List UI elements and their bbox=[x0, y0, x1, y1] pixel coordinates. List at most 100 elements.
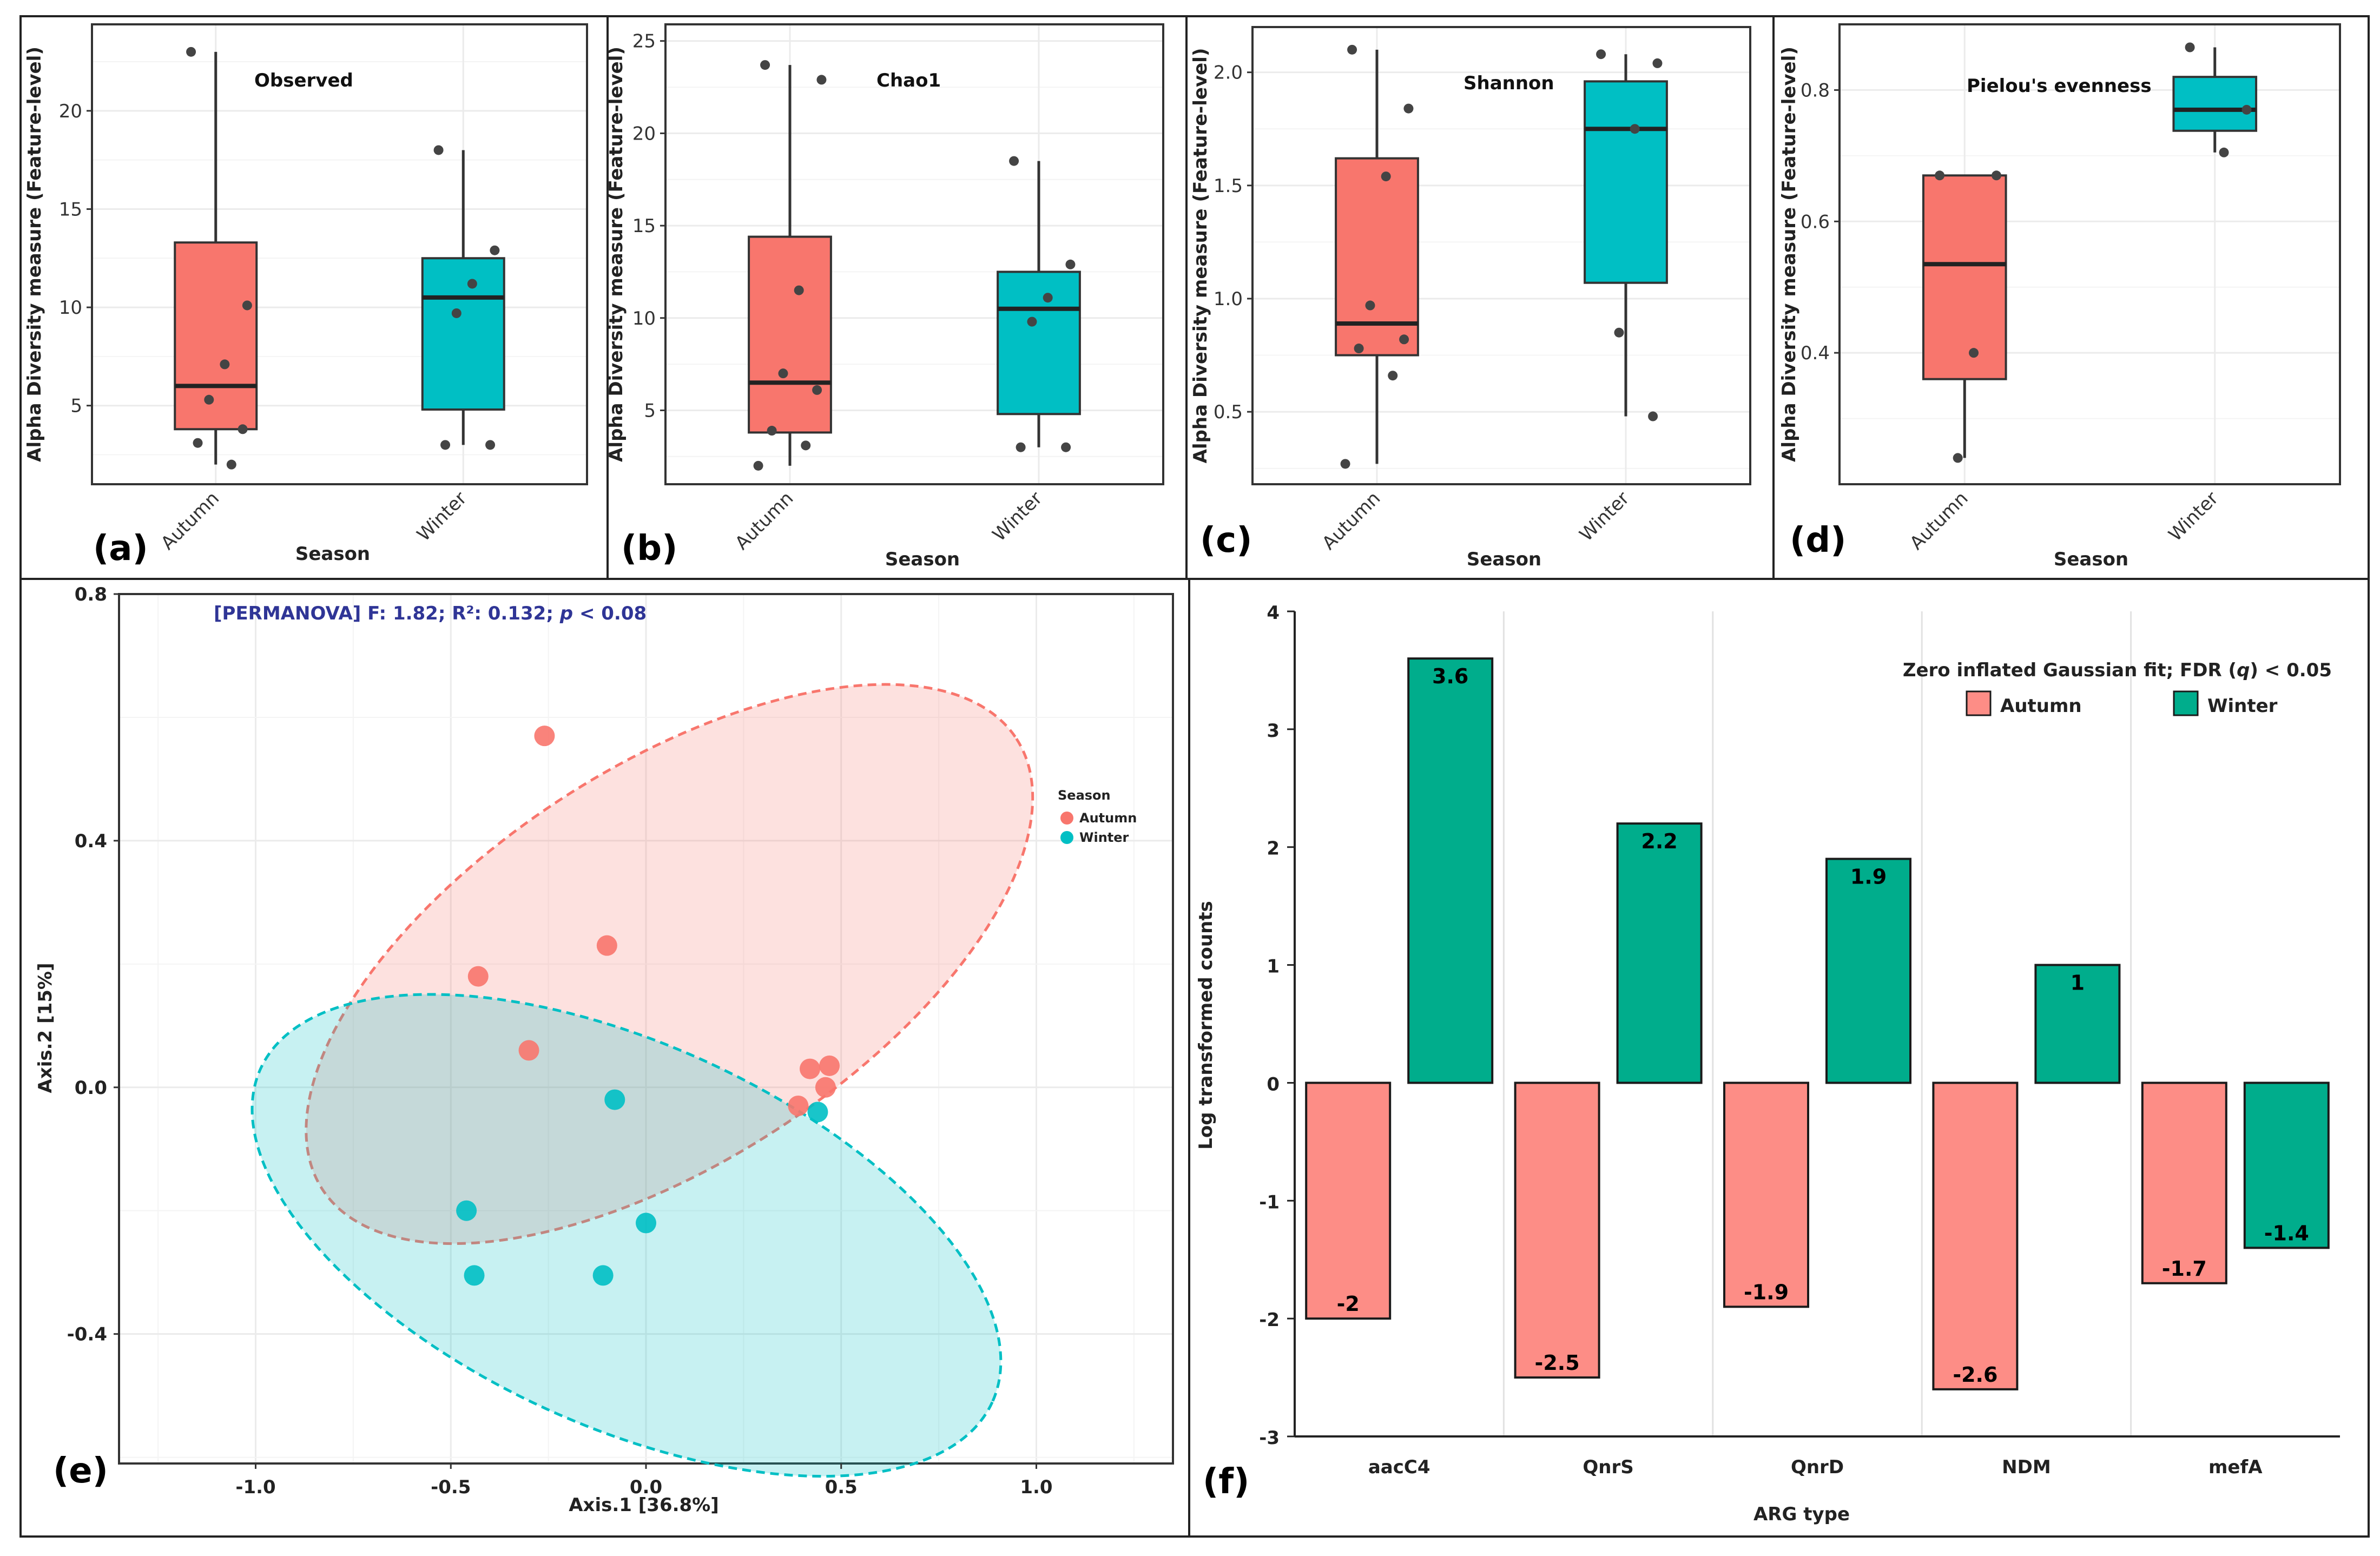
y-axis-title: Alpha Diversity measure (Feature-level) bbox=[605, 47, 627, 462]
bar-winter-aacc4 bbox=[1407, 657, 1494, 1084]
bar-autumn-aacc4 bbox=[1305, 1082, 1392, 1320]
data-point bbox=[1388, 371, 1398, 381]
panel-label-b: (b) bbox=[621, 529, 677, 569]
data-point bbox=[1016, 442, 1026, 452]
plot-border bbox=[1251, 26, 1751, 485]
data-point bbox=[467, 279, 477, 289]
data-point bbox=[1652, 58, 1663, 68]
data-point bbox=[1935, 170, 1945, 181]
x-tick-label: mefA bbox=[2208, 1456, 2263, 1478]
data-point bbox=[794, 285, 804, 295]
y-tick-label: 5 bbox=[644, 400, 656, 421]
y-axis-title: Alpha Diversity measure (Feature-level) bbox=[24, 47, 45, 462]
box-winter bbox=[997, 271, 1081, 416]
data-point bbox=[1347, 44, 1357, 55]
y-tick-label: -0.4 bbox=[67, 1324, 107, 1346]
data-label: 2.2 bbox=[1641, 829, 1677, 853]
y-tick-label: 5 bbox=[70, 395, 82, 417]
panel-title: Pielou's evenness bbox=[1967, 75, 2152, 97]
data-label: -2.5 bbox=[1535, 1351, 1580, 1375]
confidence-ellipse-winter bbox=[250, 993, 1003, 1478]
bar-winter-ndm bbox=[2034, 964, 2121, 1084]
data-point bbox=[778, 368, 788, 379]
bar-autumn-mefa bbox=[2141, 1082, 2227, 1284]
y-axis-title: Axis.2 [15%] bbox=[35, 962, 56, 1093]
data-label: -2 bbox=[1337, 1292, 1360, 1316]
y-tick-label: 0.4 bbox=[75, 830, 107, 852]
box-autumn bbox=[748, 235, 832, 434]
plot-area bbox=[1252, 27, 1750, 484]
plot-border bbox=[91, 23, 588, 485]
plot-area bbox=[665, 24, 1163, 484]
panel-title: Chao1 bbox=[876, 70, 941, 91]
y-tick-label: 1 bbox=[1267, 956, 1280, 978]
legend-label-winter: Winter bbox=[2207, 695, 2278, 717]
confidence-ellipse-autumn bbox=[305, 683, 1034, 1245]
box-autumn bbox=[174, 241, 258, 431]
legend-title: Season bbox=[1058, 788, 1111, 803]
plot-area bbox=[92, 24, 587, 484]
data-label: 3.6 bbox=[1432, 664, 1468, 688]
data-point bbox=[193, 438, 203, 448]
y-tick-label: 0.6 bbox=[1801, 211, 1830, 233]
data-point bbox=[1648, 411, 1658, 421]
y-axis-title: Log transformed counts bbox=[1195, 901, 1217, 1150]
data-point bbox=[433, 145, 444, 155]
point-winter bbox=[592, 1265, 614, 1286]
x-axis-title: Season bbox=[1467, 549, 1541, 570]
x-tick-label: -0.5 bbox=[431, 1476, 471, 1498]
point-autumn bbox=[596, 935, 617, 956]
point-autumn bbox=[819, 1055, 840, 1076]
data-point bbox=[451, 308, 462, 318]
point-autumn bbox=[534, 726, 555, 747]
data-point bbox=[1381, 172, 1391, 182]
data-point bbox=[2185, 42, 2195, 52]
legend-key-autumn bbox=[1966, 690, 1992, 716]
x-tick-label: 0.0 bbox=[630, 1476, 662, 1498]
box-autumn bbox=[1922, 174, 2007, 380]
y-tick-label: 0 bbox=[1267, 1073, 1280, 1095]
data-point bbox=[1061, 442, 1071, 452]
fit-annotation: Zero inflated Gaussian fit; FDR (q) < 0.… bbox=[1903, 660, 2332, 681]
y-tick-label: 1.5 bbox=[1214, 175, 1243, 197]
data-point bbox=[812, 385, 822, 395]
x-tick-label: QnrS bbox=[1583, 1456, 1633, 1478]
y-tick-label: 10 bbox=[59, 297, 82, 319]
point-winter bbox=[456, 1200, 477, 1221]
y-tick-label: 0.4 bbox=[1801, 342, 1830, 364]
data-point bbox=[186, 47, 196, 57]
panel-e-pcoa: -1.0 -0.5 0.0 0.5 1.0 -0.4 0.0 0.4 0.8 Axis.1 [36… bbox=[35, 584, 1174, 1516]
y-tick-label: 0.8 bbox=[1801, 80, 1830, 101]
panel-title: Shannon bbox=[1463, 72, 1554, 94]
point-winter bbox=[636, 1212, 656, 1234]
point-winter bbox=[464, 1265, 485, 1286]
plot-border bbox=[664, 23, 1164, 485]
data-point bbox=[1992, 170, 2002, 181]
panel-f-frame bbox=[1188, 578, 2370, 1538]
y-tick-label: -3 bbox=[1259, 1427, 1280, 1449]
legend-label-autumn: Autumn bbox=[1079, 810, 1137, 826]
data-point bbox=[1630, 124, 1640, 134]
bar-autumn-qnrd bbox=[1723, 1082, 1809, 1308]
panel-label-a: (a) bbox=[93, 529, 148, 569]
bar-winter-qnrs bbox=[1616, 822, 1703, 1084]
data-point bbox=[1354, 344, 1364, 354]
data-point bbox=[1969, 348, 1979, 358]
data-label: 1.9 bbox=[1850, 865, 1887, 889]
point-autumn bbox=[518, 1040, 539, 1061]
data-point bbox=[801, 440, 811, 451]
data-point bbox=[1596, 49, 1606, 60]
x-axis-title: ARG type bbox=[1753, 1504, 1850, 1525]
y-axis-title: Alpha Diversity measure (Feature-level) bbox=[1190, 48, 1211, 464]
legend-key-autumn bbox=[1060, 812, 1073, 825]
y-tick-label: 4 bbox=[1267, 602, 1280, 624]
data-point bbox=[2219, 147, 2229, 157]
panel-label-d: (d) bbox=[1790, 520, 1846, 561]
data-point bbox=[760, 60, 770, 70]
data-point bbox=[1614, 327, 1624, 338]
bar-autumn-qnrs bbox=[1514, 1082, 1600, 1379]
x-axis-title: Season bbox=[295, 543, 370, 565]
data-point bbox=[1365, 300, 1375, 311]
